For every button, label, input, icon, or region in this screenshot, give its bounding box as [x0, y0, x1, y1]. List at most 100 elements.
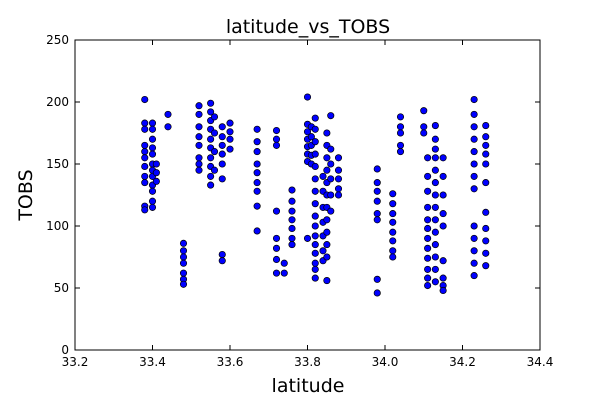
- data-point: [482, 224, 490, 233]
- data-point: [470, 185, 478, 193]
- data-point: [207, 172, 215, 180]
- x-tick-label: 34.4: [527, 355, 554, 369]
- data-point: [207, 99, 215, 107]
- data-point: [470, 172, 478, 180]
- data-point: [470, 135, 478, 143]
- data-point: [272, 255, 281, 264]
- data-point: [195, 110, 203, 118]
- data-point: [253, 148, 261, 156]
- data-point: [431, 191, 439, 199]
- data-point: [152, 160, 160, 168]
- data-point: [439, 172, 447, 180]
- data-point: [226, 119, 234, 127]
- data-point: [431, 203, 439, 211]
- data-point: [311, 241, 319, 249]
- data-point: [272, 244, 281, 252]
- data-point: [389, 210, 397, 218]
- data-point: [311, 138, 319, 146]
- data-point: [152, 169, 160, 177]
- data-point: [389, 228, 397, 236]
- data-point: [141, 141, 149, 149]
- data-point: [431, 253, 439, 261]
- y-tick-label: 200: [46, 95, 69, 109]
- data-point: [272, 234, 281, 242]
- data-point: [327, 175, 335, 183]
- data-point: [311, 200, 319, 208]
- data-point: [396, 141, 405, 149]
- data-point: [311, 265, 319, 273]
- data-point: [141, 119, 149, 127]
- data-point: [164, 110, 172, 118]
- data-point: [148, 197, 157, 205]
- data-point: [272, 141, 281, 149]
- data-point: [470, 247, 478, 255]
- data-point: [141, 125, 149, 133]
- y-tick-label: 50: [54, 281, 69, 295]
- data-point: [470, 222, 478, 230]
- data-point: [482, 150, 490, 158]
- data-point: [210, 129, 219, 137]
- data-point: [148, 135, 157, 143]
- data-point: [424, 265, 432, 273]
- data-point: [288, 197, 296, 205]
- data-point: [389, 218, 397, 226]
- data-point: [207, 108, 215, 116]
- data-point: [179, 280, 188, 288]
- data-point: [311, 125, 319, 133]
- y-tick-label: 0: [61, 343, 69, 357]
- data-point: [396, 123, 405, 131]
- data-point: [327, 112, 335, 120]
- data-point: [253, 138, 261, 146]
- data-point: [195, 141, 203, 149]
- data-point: [470, 148, 478, 156]
- data-point: [307, 133, 315, 141]
- data-point: [439, 274, 447, 282]
- data-point: [253, 187, 261, 195]
- y-tick-label: 150: [46, 157, 69, 171]
- data-point: [470, 259, 478, 267]
- data-point: [319, 172, 327, 180]
- data-point: [253, 179, 261, 187]
- data-point: [253, 160, 261, 168]
- data-point: [323, 253, 331, 261]
- data-point: [280, 259, 288, 267]
- data-point: [141, 95, 149, 104]
- data-point: [141, 148, 149, 156]
- data-point: [396, 113, 405, 121]
- data-point: [311, 232, 319, 240]
- data-point: [311, 114, 319, 122]
- data-point: [431, 241, 439, 249]
- data-point: [272, 207, 281, 215]
- data-point: [195, 154, 203, 162]
- data-point: [272, 135, 281, 143]
- data-point: [482, 133, 490, 141]
- data-point: [373, 210, 381, 218]
- data-point: [218, 257, 226, 265]
- data-point: [420, 123, 428, 131]
- data-point: [141, 154, 149, 162]
- data-point: [253, 169, 261, 177]
- data-point: [179, 253, 188, 261]
- data-point: [148, 150, 157, 158]
- data-point: [482, 262, 490, 270]
- data-point: [420, 129, 428, 137]
- data-point: [323, 241, 331, 249]
- data-point: [311, 274, 319, 282]
- data-point: [470, 123, 478, 131]
- data-point: [373, 275, 381, 283]
- data-point: [195, 133, 203, 141]
- data-point: [210, 148, 219, 156]
- data-point: [218, 123, 226, 131]
- data-point: [373, 197, 381, 205]
- data-point: [311, 187, 319, 195]
- data-point: [311, 150, 319, 158]
- data-point: [288, 186, 296, 194]
- data-point: [179, 239, 188, 247]
- data-point: [327, 145, 335, 153]
- x-tick-label: 33.6: [217, 355, 244, 369]
- data-point: [218, 175, 226, 183]
- data-point: [253, 227, 261, 235]
- data-point: [319, 247, 327, 255]
